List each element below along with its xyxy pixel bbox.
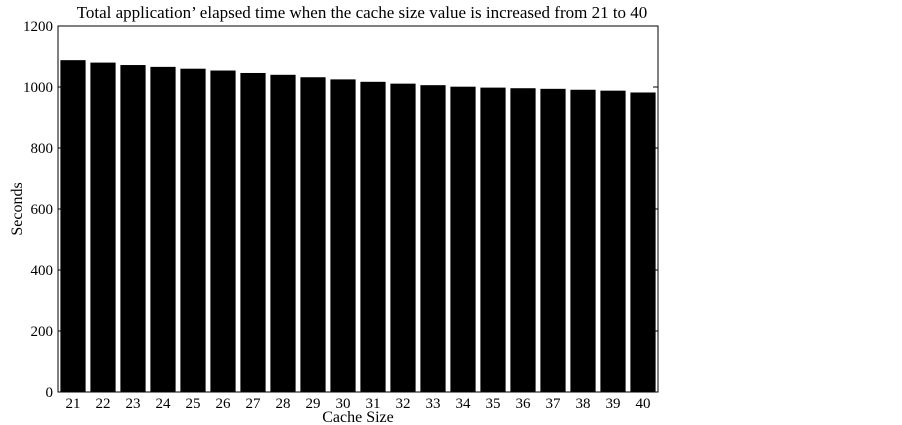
- x-tick-label: 23: [126, 396, 141, 412]
- x-tick-label: 32: [396, 396, 411, 412]
- x-tick-label: 24: [156, 396, 172, 412]
- bar-27: [240, 72, 266, 392]
- x-tick-label: 35: [486, 396, 501, 412]
- bar-31: [360, 81, 386, 392]
- x-axis-label: Cache Size: [322, 409, 394, 425]
- x-tick-label: 39: [606, 396, 621, 412]
- x-tick-label: 25: [186, 396, 201, 412]
- x-tick-label: 28: [276, 396, 291, 412]
- bar-28: [270, 74, 296, 393]
- y-tick-label: 600: [31, 202, 54, 218]
- bar-22: [90, 62, 116, 392]
- x-tick-label: 26: [216, 396, 232, 412]
- y-tick-label: 400: [31, 263, 54, 279]
- bar-36: [510, 88, 536, 392]
- x-tick-label: 29: [306, 396, 321, 412]
- x-tick-label: 33: [426, 396, 441, 412]
- bar-33: [420, 85, 446, 393]
- y-axis: 0 200 400 600 800 1000 1200: [23, 19, 658, 401]
- bar-29: [300, 77, 326, 393]
- bar-32: [390, 83, 416, 392]
- y-tick-label: 1200: [23, 19, 53, 35]
- x-tick-label: 38: [576, 396, 591, 412]
- bar-24: [150, 66, 176, 393]
- x-tick-label: 40: [636, 396, 651, 412]
- bar-21: [60, 60, 86, 392]
- bar-23: [120, 65, 146, 392]
- y-axis-label: Seconds: [9, 182, 26, 235]
- chart-title: Total application’ elapsed time when the…: [77, 3, 648, 22]
- x-tick-label: 37: [546, 396, 562, 412]
- x-axis: 21 22 23 24 25 26 27 28 29 30 31 32 33 34 35 36 37 38 39 40: [66, 396, 651, 412]
- x-tick-label: 36: [516, 396, 532, 412]
- bars-layer: [60, 60, 656, 393]
- bar-35: [480, 87, 506, 393]
- x-tick-label: 31: [366, 396, 381, 412]
- x-tick-label: 21: [66, 396, 81, 412]
- bar-34: [450, 86, 476, 392]
- bar-25: [180, 68, 206, 392]
- y-tick-label: 800: [31, 141, 54, 157]
- plot-frame: [57, 25, 659, 393]
- bar-39: [600, 90, 626, 392]
- bar-37: [540, 88, 566, 392]
- x-tick-label: 34: [456, 396, 472, 412]
- y-tick-label: 200: [31, 324, 54, 340]
- bar-40: [630, 92, 656, 393]
- y-tick-label: 0: [46, 385, 54, 401]
- y-tick-label: 1000: [23, 80, 53, 96]
- bar-26: [210, 70, 236, 392]
- bar-38: [570, 89, 596, 392]
- x-tick-label: 30: [336, 396, 351, 412]
- x-tick-label: 22: [96, 396, 111, 412]
- bar-30: [330, 79, 356, 393]
- x-tick-label: 27: [246, 396, 262, 412]
